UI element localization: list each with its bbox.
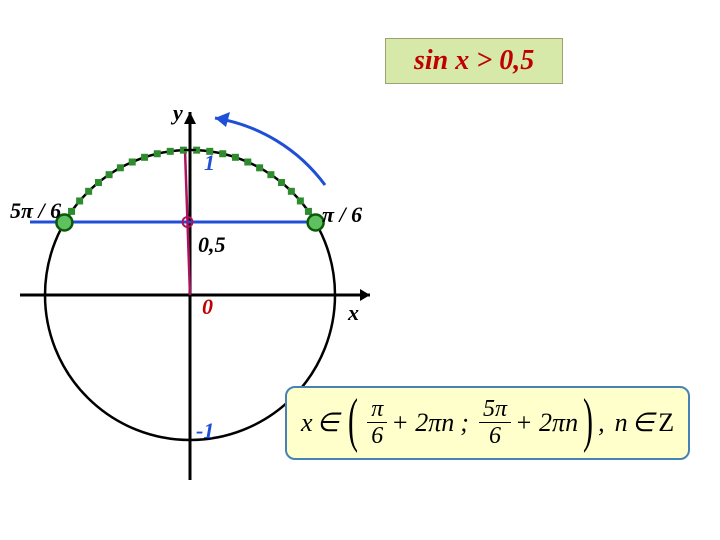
frac-pi6-num: π — [367, 396, 387, 423]
arc-dot — [117, 164, 124, 171]
inequality-title: sin x > 0,5 — [385, 38, 563, 84]
formula-x: x — [301, 408, 313, 438]
arc-dot — [256, 164, 263, 171]
formula-n: n — [615, 408, 628, 438]
direction-arrowhead — [215, 112, 230, 127]
arc-dot — [129, 159, 136, 166]
pi2: π — [495, 396, 507, 422]
arc-dot — [68, 208, 75, 215]
formula-plus2pn-1: + 2πn — [391, 408, 454, 438]
formula-plus2pn-2: + 2πn — [515, 408, 578, 438]
formula-semi: ; — [460, 408, 469, 438]
x-axis-arrow — [360, 289, 370, 301]
frac-5pi6-den: 6 — [485, 423, 505, 449]
frac-5pi6-num: 5π — [479, 396, 511, 423]
frac-pi6: π 6 — [367, 396, 387, 450]
arc-dot — [106, 171, 113, 178]
formula-Z: Z — [658, 408, 674, 438]
label-zero-five: 0,5 — [198, 232, 226, 258]
y-axis-label: y — [173, 100, 183, 126]
rparen: ) — [583, 396, 593, 444]
arc-dot — [232, 154, 239, 161]
arc-dot — [288, 188, 295, 195]
arc-dot — [167, 148, 174, 155]
lparen: ( — [348, 396, 358, 444]
arc-dot — [305, 208, 312, 215]
label-5pi6: 5π / 6 — [10, 198, 61, 224]
arc-dot — [278, 179, 285, 186]
label-pi6: π / 6 — [322, 202, 362, 228]
formula-comma: , — [598, 408, 605, 438]
label-one: 1 — [204, 150, 215, 176]
arc-dot — [219, 150, 226, 157]
arc-dot — [95, 179, 102, 186]
arc-dot — [297, 197, 304, 204]
x-axis-label: x — [348, 300, 359, 326]
five: 5 — [483, 396, 495, 422]
frac-pi6-den: 6 — [367, 423, 387, 449]
arc-dot — [85, 188, 92, 195]
label-zero: 0 — [202, 294, 213, 320]
solution-formula: x ∈ ( π 6 + 2πn ; 5π 6 + 2πn ) , n ∈ Z — [285, 386, 690, 460]
frac-5pi6: 5π 6 — [479, 396, 511, 450]
formula-in: ∈ — [317, 408, 340, 438]
arc-dot — [76, 197, 83, 204]
y-axis-arrow — [184, 112, 196, 124]
formula-in2: ∈ — [632, 408, 655, 438]
label-neg-one: -1 — [196, 418, 214, 444]
arc-dot — [267, 171, 274, 178]
arc-dot — [244, 159, 251, 166]
arc-dot — [154, 150, 161, 157]
arc-dot — [141, 154, 148, 161]
